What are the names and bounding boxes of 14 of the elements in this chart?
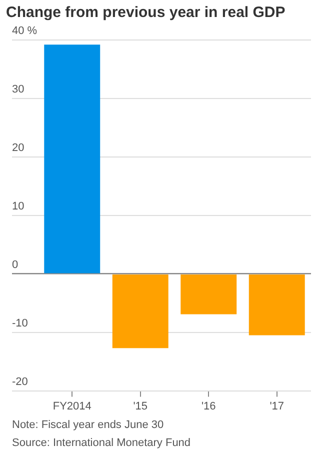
chart-title: Change from previous year in real GDP (5, 3, 286, 23)
text: Note: Fiscal year ends June 30 (11, 418, 165, 433)
y-tick-label: -10 (12, 317, 28, 330)
y-tick-label: 10 (12, 200, 24, 212)
y-tick-label: 0 (12, 258, 18, 271)
x-tick-label: '16 (201, 400, 216, 412)
x-tick-label: '17 (270, 400, 284, 412)
x-tick-label: '15 (133, 400, 148, 412)
y-tick-label: 40 % (12, 25, 38, 38)
y-tick-label: 30 (12, 84, 24, 96)
y-tick-label: 20 (12, 142, 24, 154)
x-tick-label: FY2014 (52, 400, 92, 412)
y-tick-label: -20 (12, 376, 28, 388)
source-note: Source: International Monetary Fund (11, 436, 192, 451)
